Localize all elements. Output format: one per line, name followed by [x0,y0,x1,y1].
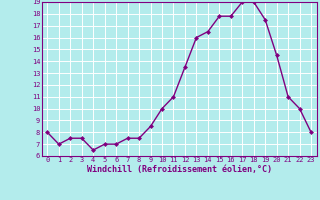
X-axis label: Windchill (Refroidissement éolien,°C): Windchill (Refroidissement éolien,°C) [87,165,272,174]
